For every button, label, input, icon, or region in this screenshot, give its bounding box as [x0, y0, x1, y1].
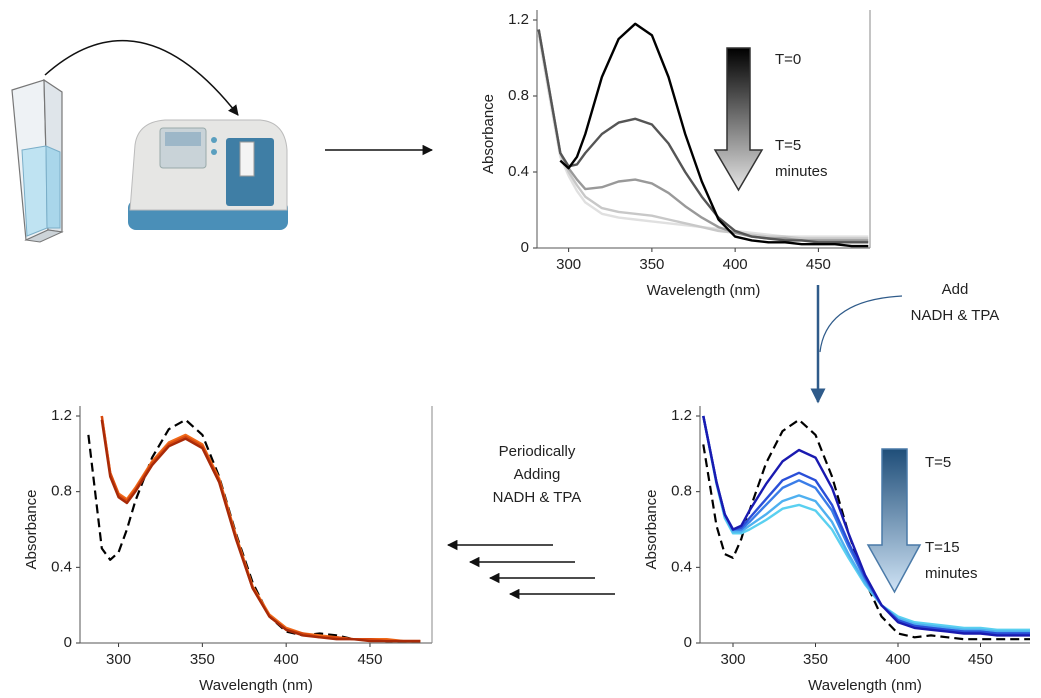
series-line [100, 419, 421, 643]
series-line [702, 415, 1030, 633]
x-tick-label: 400 [723, 256, 748, 273]
series-line [537, 34, 869, 238]
series-line [559, 22, 869, 248]
x-axis-label: Wavelength (nm) [199, 677, 313, 694]
annotation: T=0 [775, 51, 801, 68]
y-tick-label: 1.2 [508, 11, 529, 28]
plot-area [537, 22, 869, 248]
series-line [100, 415, 421, 643]
connector [819, 295, 903, 353]
series-line [537, 29, 869, 242]
series-line [702, 415, 1030, 637]
series-line [87, 418, 421, 643]
x-tick-label: 450 [968, 651, 993, 668]
y-tick-label: 0.4 [508, 163, 529, 180]
x-tick-label: 300 [106, 651, 131, 668]
annotation: T=5 [925, 454, 951, 471]
series-line [100, 415, 421, 643]
x-tick-label: 450 [806, 256, 831, 273]
x-tick-label: 350 [803, 651, 828, 668]
series-line [537, 29, 869, 240]
y-tick-label: 0 [684, 634, 692, 651]
y-tick-label: 0 [64, 634, 72, 651]
y-tick-label: 0.8 [508, 87, 529, 104]
series-line [702, 418, 1030, 641]
series-line [702, 415, 1030, 631]
series-line [537, 29, 869, 244]
time-arrow [713, 47, 764, 192]
x-axis-label: Wavelength (nm) [808, 677, 922, 694]
time-arrow [866, 448, 922, 594]
y-axis-label: Absorbance [643, 489, 660, 569]
annotation: T=15 [925, 539, 960, 556]
y-tick-label: 0 [521, 239, 529, 256]
cuvette [11, 78, 64, 243]
arrows [446, 539, 615, 600]
y-axis-label: Absorbance [480, 94, 497, 174]
annotation: Periodically [499, 443, 576, 460]
plot-area [702, 415, 1030, 641]
y-tick-label: 0.8 [51, 483, 72, 500]
annotation: NADH & TPA [911, 307, 1000, 324]
y-axis-label: Absorbance [23, 489, 40, 569]
x-tick-label: 300 [556, 256, 581, 273]
x-tick-label: 350 [190, 651, 215, 668]
y-tick-label: 0.8 [671, 483, 692, 500]
y-tick-label: 0.4 [51, 558, 72, 575]
annotation: NADH & TPA [493, 489, 582, 506]
arrow [44, 39, 239, 116]
x-tick-label: 400 [885, 651, 910, 668]
y-tick-label: 1.2 [671, 407, 692, 424]
x-tick-label: 400 [274, 651, 299, 668]
annotation: minutes [925, 565, 978, 582]
spectrophotometer [128, 119, 288, 230]
annotation: Add [942, 281, 969, 298]
y-tick-label: 1.2 [51, 407, 72, 424]
plot-area [87, 415, 421, 643]
x-tick-label: 300 [720, 651, 745, 668]
x-axis-label: Wavelength (nm) [647, 282, 761, 299]
annotation: Adding [514, 466, 561, 483]
x-tick-label: 350 [639, 256, 664, 273]
x-tick-label: 450 [357, 651, 382, 668]
annotation: minutes [775, 163, 828, 180]
y-tick-label: 0.4 [671, 558, 692, 575]
annotation: T=5 [775, 137, 801, 154]
